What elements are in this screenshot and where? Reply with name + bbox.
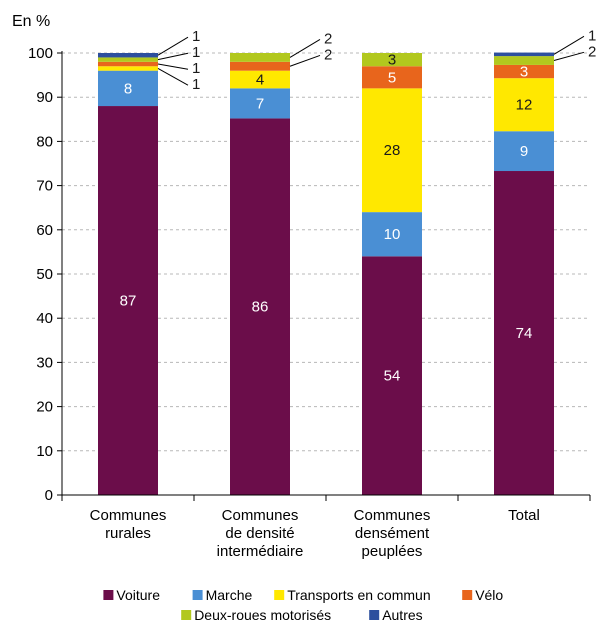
bar-segment bbox=[230, 70, 290, 89]
x-axis-labels: Communes rurales Communes de densité intermé… bbox=[90, 507, 540, 560]
legend-swatch bbox=[274, 590, 285, 600]
bar-segment bbox=[98, 57, 158, 62]
bar-segment bbox=[98, 61, 158, 67]
data-label: 5 bbox=[388, 69, 396, 86]
y-tick-label: 70 bbox=[36, 178, 53, 195]
callout-line bbox=[553, 35, 585, 55]
data-label: 28 bbox=[384, 142, 401, 159]
legend-swatch bbox=[462, 590, 473, 600]
y-tick-label: 20 bbox=[36, 399, 53, 416]
data-label: 87 bbox=[120, 293, 137, 310]
axes bbox=[61, 51, 591, 501]
callout-line bbox=[157, 63, 189, 70]
x-category-label: Communes de densité intermédiaire bbox=[217, 507, 304, 560]
bar-segment bbox=[362, 66, 422, 89]
callout-line bbox=[289, 38, 321, 58]
legend-label: Vélo bbox=[475, 587, 503, 603]
callout-label: 1 bbox=[588, 27, 596, 44]
data-label: 74 bbox=[516, 325, 533, 342]
callout-line bbox=[553, 51, 585, 61]
bar-segment bbox=[494, 56, 554, 65]
callout-label: 2 bbox=[588, 43, 596, 60]
y-tick-label: 90 bbox=[36, 89, 53, 106]
data-label: 86 bbox=[252, 299, 269, 316]
legend-label: Marche bbox=[206, 587, 253, 603]
bar-segment bbox=[494, 52, 554, 57]
bar-segment bbox=[98, 70, 158, 107]
bar-segment bbox=[362, 256, 422, 495]
callout-label: 2 bbox=[324, 30, 332, 47]
legend-swatch bbox=[103, 590, 114, 600]
bar-segment bbox=[230, 61, 290, 71]
y-tick-label: 80 bbox=[36, 133, 53, 150]
data-label: 9 bbox=[520, 143, 528, 160]
legend-label: Voiture bbox=[116, 587, 160, 603]
y-tick-label: 30 bbox=[36, 354, 53, 371]
y-tick-label: 10 bbox=[36, 443, 53, 460]
y-axis-ticks: 0 10 20 30 40 50 60 70 80 90 100 bbox=[28, 45, 62, 504]
y-tick-label: 50 bbox=[36, 266, 53, 283]
bar-segment bbox=[494, 171, 554, 495]
data-label: 10 bbox=[384, 226, 401, 243]
data-label: 8 bbox=[124, 80, 132, 97]
y-unit-label: En % bbox=[12, 13, 50, 30]
callout-label: 1 bbox=[192, 28, 200, 45]
legend-label: Transports en commun bbox=[287, 587, 430, 603]
x-category-label: Total bbox=[508, 507, 540, 524]
callout-line bbox=[157, 68, 189, 86]
callout-label: 1 bbox=[192, 44, 200, 61]
bar-segment bbox=[98, 53, 158, 58]
legend-swatch bbox=[181, 610, 192, 620]
data-label: 3 bbox=[388, 52, 396, 69]
callout-line bbox=[289, 54, 321, 67]
bar-segment bbox=[230, 118, 290, 495]
data-label: 4 bbox=[256, 72, 264, 89]
legend-swatch bbox=[369, 610, 380, 620]
callout-line bbox=[157, 36, 189, 56]
data-label: 54 bbox=[384, 368, 401, 385]
bar-segment bbox=[98, 66, 158, 71]
y-tick-label: 60 bbox=[36, 222, 53, 239]
y-tick-label: 0 bbox=[45, 487, 53, 504]
callout-line bbox=[157, 52, 189, 61]
legend-label: Autres bbox=[382, 607, 422, 623]
data-label: 3 bbox=[520, 64, 528, 81]
bar-segment bbox=[98, 106, 158, 495]
bar-segment bbox=[230, 88, 290, 119]
x-category-label: Communes densément peuplées bbox=[354, 507, 431, 560]
legend-label: Deux-roues motorisés bbox=[194, 607, 331, 623]
bar-segment bbox=[230, 53, 290, 62]
data-label: 7 bbox=[256, 95, 264, 112]
callout-label: 1 bbox=[192, 60, 200, 77]
y-tick-label: 40 bbox=[36, 310, 53, 327]
y-tick-label: 100 bbox=[28, 45, 53, 62]
bars bbox=[98, 52, 554, 495]
callout-label: 1 bbox=[192, 76, 200, 93]
callout-label: 2 bbox=[324, 46, 332, 63]
bar-segment bbox=[494, 64, 554, 79]
bar-segment bbox=[362, 88, 422, 213]
legend-swatch bbox=[192, 590, 203, 600]
bar-segment bbox=[494, 131, 554, 172]
bar-segment bbox=[494, 78, 554, 132]
bar-segment bbox=[362, 212, 422, 257]
x-category-label: Communes rurales bbox=[90, 507, 167, 542]
bar-segment bbox=[362, 53, 422, 67]
data-label: 12 bbox=[516, 97, 533, 114]
legend: Voiture Marche Transports en commun Vélo Deu… bbox=[103, 587, 503, 623]
